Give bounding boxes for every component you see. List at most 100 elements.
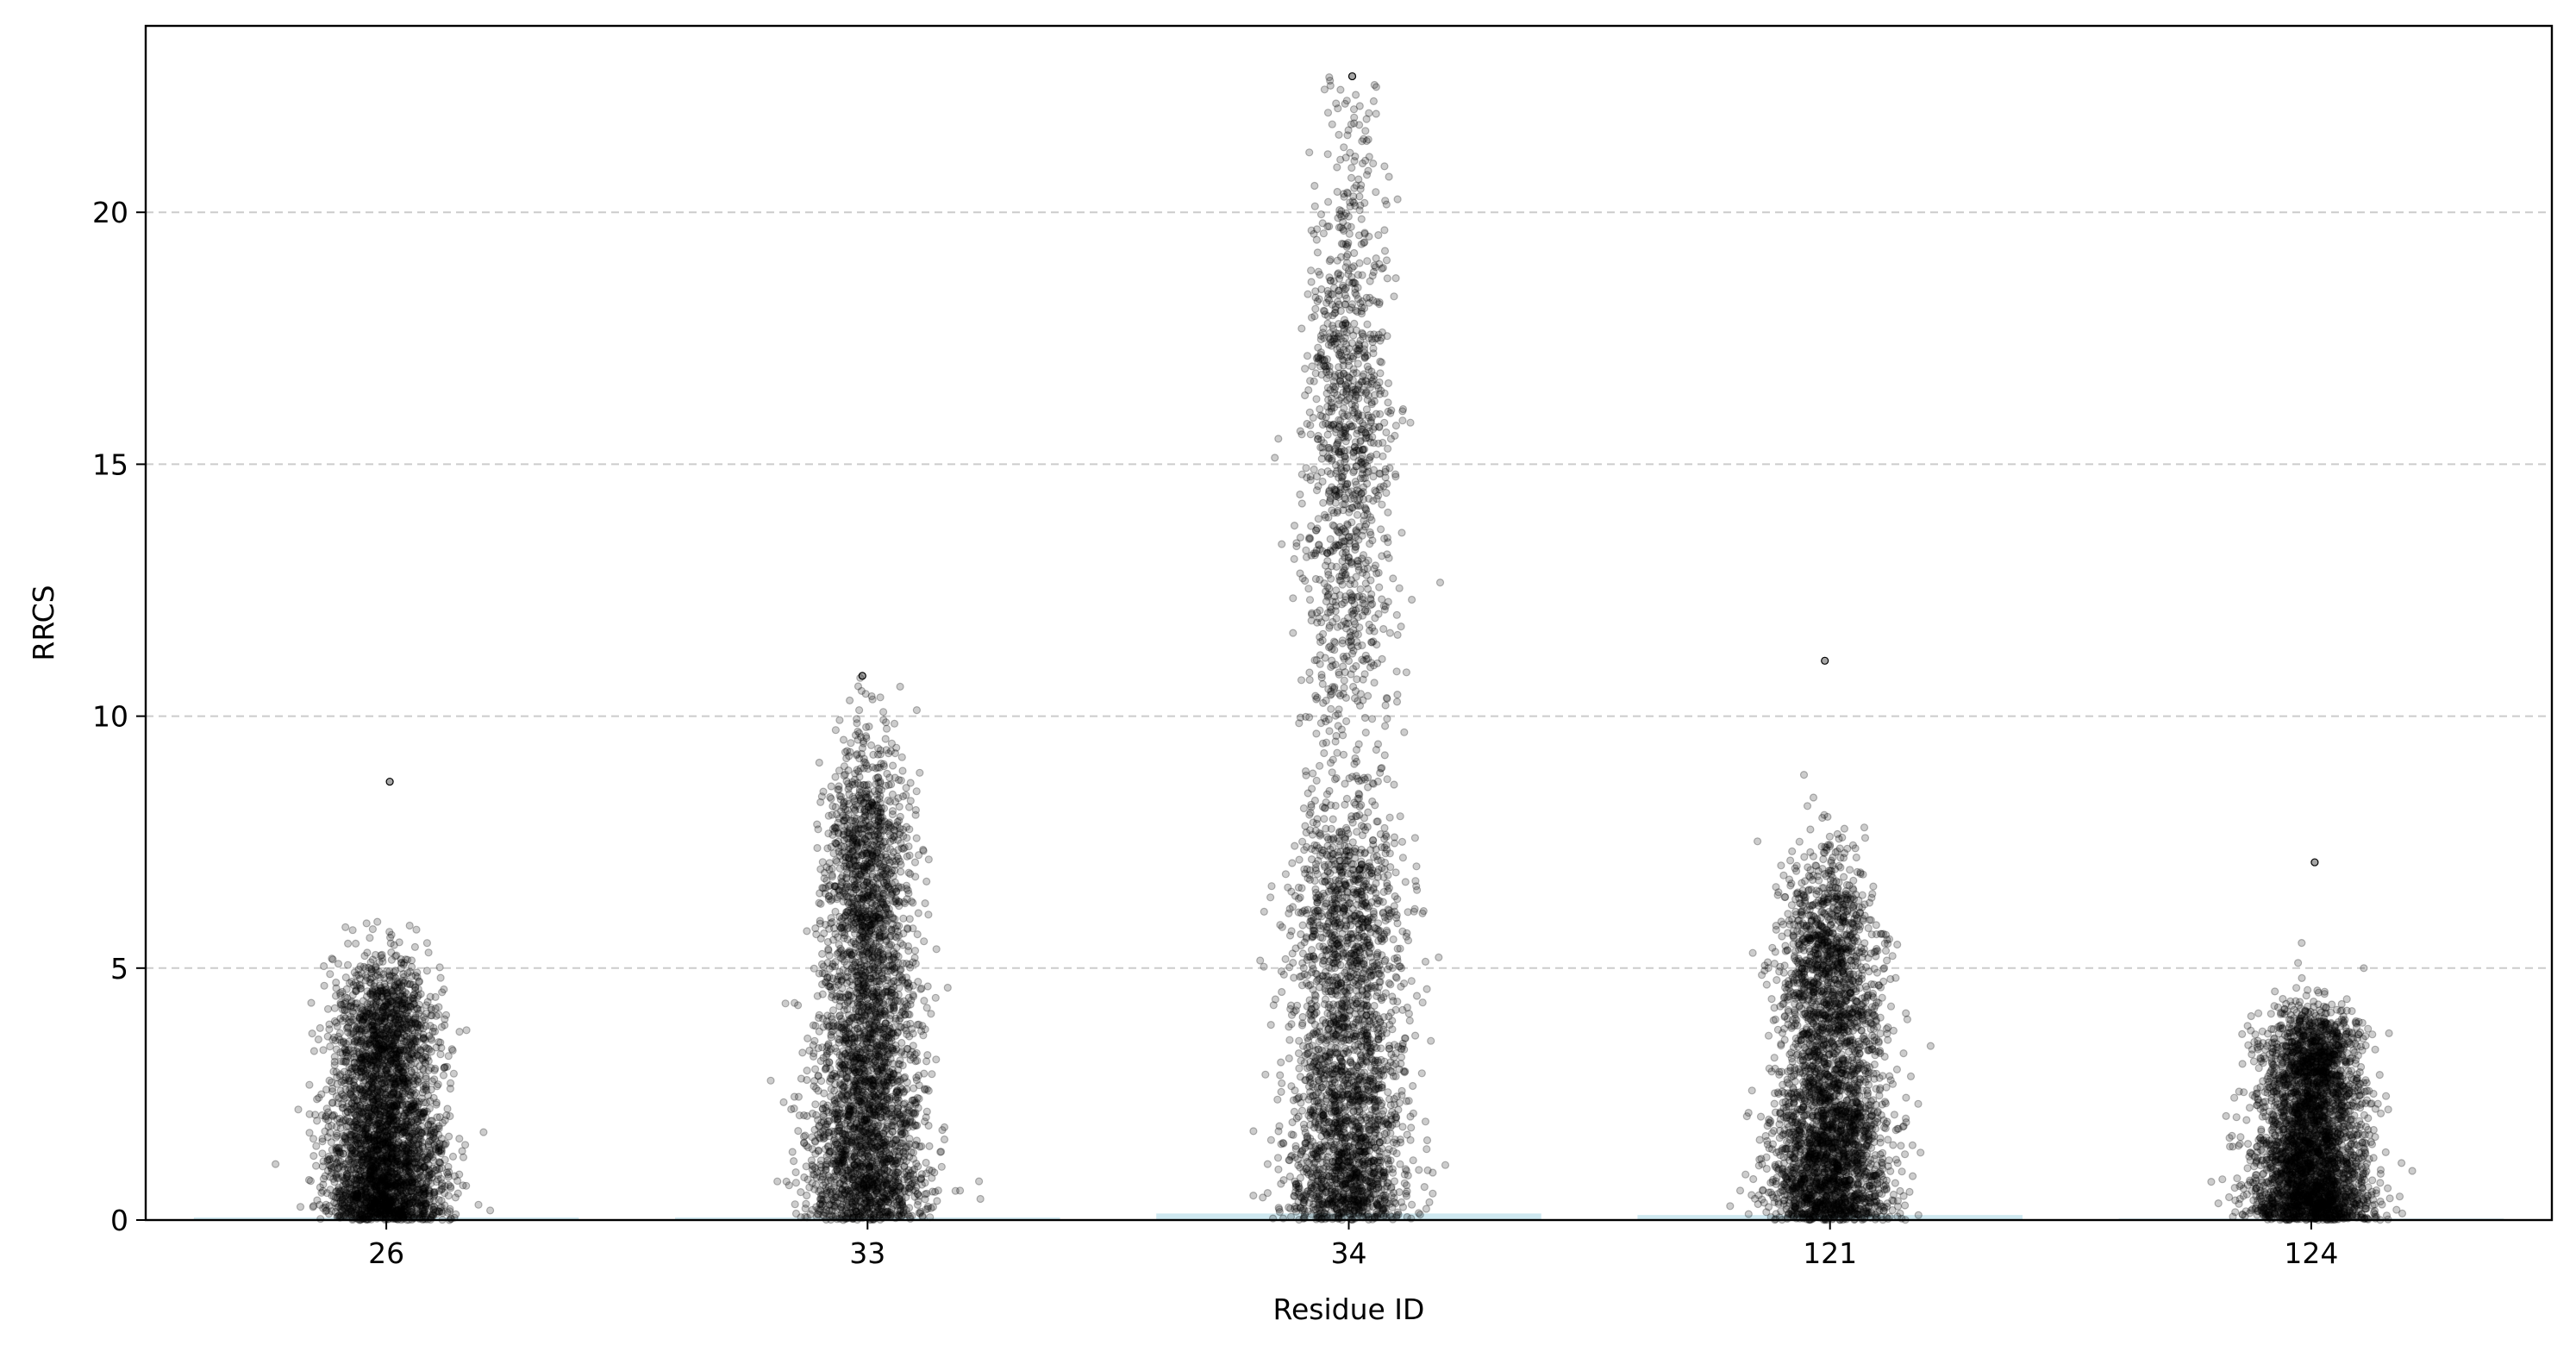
data-point — [375, 989, 382, 996]
data-point — [434, 1114, 441, 1121]
data-point — [914, 1201, 921, 1208]
data-point — [391, 1117, 397, 1123]
data-point — [436, 964, 443, 971]
data-point — [320, 1047, 327, 1054]
data-point — [378, 1155, 385, 1161]
data-point — [420, 1186, 427, 1193]
data-point — [327, 1043, 334, 1050]
data-point — [313, 1162, 320, 1169]
data-point — [832, 727, 839, 734]
data-point — [447, 1205, 453, 1212]
data-point — [791, 1201, 798, 1208]
data-point — [411, 1092, 418, 1098]
data-point — [410, 1049, 417, 1056]
data-point — [314, 1117, 321, 1124]
data-point — [335, 1033, 342, 1040]
data-point — [903, 1079, 910, 1086]
data-point — [385, 1070, 392, 1077]
data-point — [416, 1079, 422, 1086]
data-point — [348, 979, 355, 986]
data-point — [353, 1212, 360, 1219]
data-point — [433, 1099, 440, 1106]
data-point — [333, 1046, 340, 1053]
data-point — [812, 1101, 819, 1108]
data-point — [365, 1006, 372, 1013]
data-point — [341, 1080, 348, 1086]
data-point — [409, 973, 416, 979]
data-point — [409, 1104, 416, 1111]
data-point — [353, 1034, 360, 1041]
data-point — [398, 1149, 405, 1156]
data-point — [331, 1061, 338, 1068]
data-point — [836, 717, 843, 723]
data-point — [389, 1098, 396, 1105]
data-point — [382, 1188, 389, 1195]
data-point — [416, 978, 422, 985]
data-point — [344, 1173, 351, 1180]
data-point — [408, 1176, 415, 1183]
data-point — [447, 1080, 454, 1086]
data-point — [425, 1122, 432, 1129]
data-point — [410, 1130, 416, 1137]
data-point — [402, 1130, 409, 1136]
data-point — [400, 1068, 407, 1075]
data-point — [388, 956, 395, 963]
data-point — [804, 1035, 811, 1042]
data-point — [327, 971, 334, 978]
data-point — [330, 1193, 337, 1200]
data-point — [435, 1176, 441, 1183]
data-point — [350, 1204, 357, 1211]
data-point — [420, 1067, 427, 1073]
data-point — [353, 1000, 360, 1007]
data-point — [373, 1163, 380, 1170]
data-point — [331, 1004, 338, 1011]
data-point — [853, 767, 860, 773]
data-point — [445, 1163, 452, 1170]
data-point — [912, 811, 919, 818]
data-point — [444, 1105, 451, 1112]
data-point — [428, 1004, 435, 1011]
data-point — [454, 1178, 461, 1185]
data-point — [366, 935, 373, 942]
data-point — [406, 1018, 413, 1025]
data-point — [385, 995, 391, 1002]
data-point — [413, 926, 420, 933]
data-point — [322, 1173, 328, 1180]
data-point — [339, 1105, 346, 1111]
data-point — [932, 994, 939, 1001]
data-point — [339, 1091, 346, 1098]
data-point — [360, 1216, 367, 1223]
data-point — [446, 1133, 453, 1140]
data-point — [363, 1205, 370, 1211]
data-point — [360, 1054, 367, 1061]
data-point — [823, 1052, 830, 1059]
data-point — [405, 998, 412, 1004]
data-point — [343, 1025, 350, 1032]
data-point — [443, 1011, 450, 1018]
data-point — [431, 1188, 438, 1195]
data-point — [345, 1070, 352, 1077]
data-point — [353, 1085, 360, 1092]
data-point — [295, 1106, 302, 1113]
data-point — [310, 1136, 317, 1142]
data-point — [816, 760, 822, 767]
data-point — [365, 1191, 372, 1198]
data-point — [399, 978, 406, 985]
data-point — [450, 1153, 457, 1160]
data-point — [907, 798, 914, 804]
data-point — [371, 1043, 378, 1050]
data-point — [345, 940, 352, 947]
data-point — [398, 960, 405, 967]
data-point — [385, 1195, 392, 1202]
data-point — [399, 1084, 406, 1091]
data-point — [389, 988, 396, 995]
data-point — [422, 1053, 429, 1060]
data-point — [382, 1177, 389, 1184]
data-point — [326, 1026, 333, 1033]
data-point — [313, 1142, 320, 1149]
data-point — [374, 918, 381, 925]
data-point — [433, 1044, 440, 1051]
jitter-points — [272, 72, 2417, 1223]
